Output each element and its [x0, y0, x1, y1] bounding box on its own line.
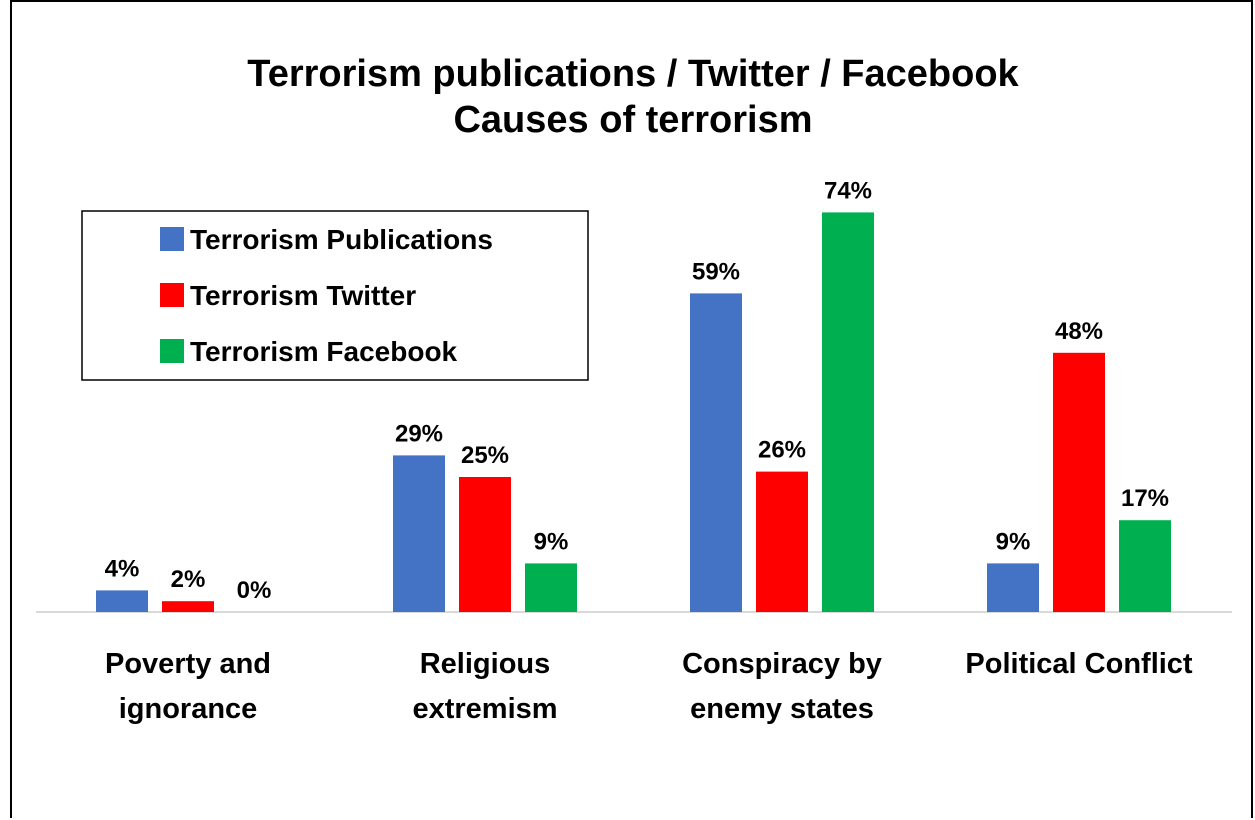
bar-1-1	[96, 590, 148, 612]
category-label-4-1: Political Conflict	[965, 648, 1193, 680]
category-label-1-2: ignorance	[119, 693, 258, 725]
chart-title-line-2: Causes of terrorism	[453, 99, 812, 141]
legend-swatch-2	[160, 283, 184, 307]
chart-title-line-1: Terrorism publications / Twitter / Faceb…	[247, 53, 1019, 95]
bar-2-2	[459, 477, 511, 612]
chart-frame: Terrorism publications / Twitter / Faceb…	[10, 0, 1253, 818]
bar-3-1	[690, 293, 742, 612]
category-label-1-1: Poverty and	[105, 648, 271, 680]
data-label-2-2: 25%	[461, 442, 509, 469]
bars	[96, 212, 1171, 612]
bar-chart: Terrorism publications / Twitter / Faceb…	[36, 53, 1232, 725]
bar-2-3	[525, 563, 577, 612]
data-label-1-3: 0%	[237, 577, 272, 604]
legend: Terrorism Publications Terrorism Twitter T…	[81, 210, 589, 381]
legend-swatch-3	[160, 339, 184, 363]
data-label-4-1: 9%	[996, 528, 1031, 555]
category-labels: Poverty and ignorance Religious extremism Co…	[105, 648, 1193, 725]
category-label-2-2: extremism	[412, 693, 557, 725]
bar-3-3	[822, 212, 874, 612]
data-label-4-2: 48%	[1055, 318, 1103, 345]
data-label-1-1: 4%	[105, 555, 140, 582]
category-label-3-1: Conspiracy by	[682, 648, 882, 680]
data-label-4-3: 17%	[1121, 485, 1169, 512]
bar-4-3	[1119, 520, 1171, 612]
bar-3-2	[756, 471, 808, 612]
bar-4-2	[1053, 352, 1105, 612]
legend-label-3: Terrorism Facebook	[190, 336, 458, 367]
data-label-3-3: 74%	[824, 177, 872, 204]
bar-2-1	[393, 455, 445, 612]
category-label-2-1: Religious	[420, 648, 551, 680]
data-label-3-1: 59%	[692, 258, 740, 285]
bar-1-2	[162, 601, 214, 612]
data-label-3-2: 26%	[758, 437, 806, 464]
data-label-1-2: 2%	[171, 566, 206, 593]
legend-label-2: Terrorism Twitter	[190, 280, 416, 311]
data-labels: 4% 2% 0% 29% 25% 9% 59% 26% 74% 9% 48% 17%	[105, 177, 1169, 604]
category-label-3-2: enemy states	[690, 693, 874, 725]
data-label-2-1: 29%	[395, 420, 443, 447]
bar-4-1	[987, 563, 1039, 612]
chart-title: Terrorism publications / Twitter / Faceb…	[247, 53, 1019, 141]
legend-label-1: Terrorism Publications	[190, 224, 493, 255]
data-label-2-3: 9%	[534, 528, 569, 555]
legend-swatch-1	[160, 227, 184, 251]
